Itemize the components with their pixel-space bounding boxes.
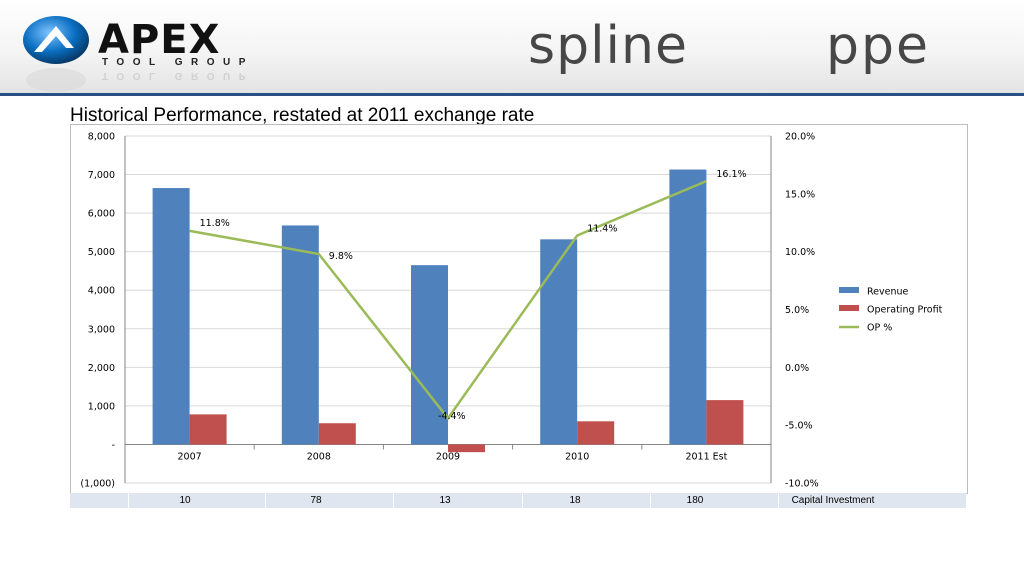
y2-tick-label: -10.0% bbox=[785, 479, 819, 490]
capex-value: 13 bbox=[439, 495, 451, 506]
operating-profit-bar bbox=[706, 400, 744, 445]
y-tick-label: - bbox=[112, 440, 115, 451]
operating-profit-bar bbox=[189, 414, 227, 445]
y2-tick-label: 0.0% bbox=[785, 363, 809, 374]
legend-swatch bbox=[839, 287, 859, 293]
revenue-bar bbox=[411, 265, 448, 445]
revenue-bar bbox=[152, 188, 190, 445]
x-tick-label: 2008 bbox=[307, 451, 331, 462]
ppe-logo: ppe bbox=[826, 16, 931, 76]
y2-tick-label: 20.0% bbox=[785, 132, 815, 143]
op-pct-data-label: 11.4% bbox=[587, 223, 617, 234]
y2-tick-label: 5.0% bbox=[785, 305, 809, 316]
capex-label: Capital Investment bbox=[791, 495, 875, 506]
y-tick-label: 2,000 bbox=[88, 363, 115, 374]
legend-label: Operating Profit bbox=[867, 305, 943, 316]
capex-value: 10 bbox=[179, 495, 191, 506]
capex-separator bbox=[778, 493, 779, 508]
capital-investment-row: 10 78 13 18 180 Capital Investment bbox=[70, 493, 966, 508]
capex-separator bbox=[265, 493, 266, 508]
legend-swatch bbox=[839, 305, 859, 311]
apex-logo-text: APEX bbox=[98, 17, 221, 63]
y-tick-label: 6,000 bbox=[88, 209, 115, 220]
y-tick-label: 4,000 bbox=[88, 286, 115, 297]
y-tick-label: 5,000 bbox=[88, 247, 115, 258]
op-pct-data-label: -4.4% bbox=[438, 411, 466, 422]
legend-label: OP % bbox=[867, 323, 892, 334]
revenue-bar bbox=[281, 225, 319, 445]
op-pct-data-label: 11.8% bbox=[200, 218, 230, 229]
capex-separator bbox=[650, 493, 651, 508]
x-tick-label: 2011 Est bbox=[685, 451, 727, 462]
legend-label: Revenue bbox=[867, 287, 909, 298]
y-tick-label: 1,000 bbox=[88, 401, 115, 412]
y-tick-label: 8,000 bbox=[88, 132, 115, 143]
performance-chart: (1,000) - 1,000 2,000 3,000 4,000 5,000 6,000 7,… bbox=[80, 132, 943, 490]
capex-separator bbox=[522, 493, 523, 508]
y-tick-label: 7,000 bbox=[88, 170, 115, 181]
op-pct-data-label: 16.1% bbox=[716, 169, 746, 180]
y-tick-label: (1,000) bbox=[80, 479, 115, 490]
apex-logo-reflection: TOOL GROUP bbox=[102, 70, 254, 81]
operating-profit-bar bbox=[577, 421, 615, 445]
apex-logo-subtitle: TOOL GROUP bbox=[102, 57, 254, 68]
y2-tick-label: -5.0% bbox=[785, 421, 813, 432]
y2-tick-label: 15.0% bbox=[785, 189, 815, 200]
apex-logo-icon bbox=[23, 16, 89, 92]
header-rule bbox=[0, 93, 1024, 96]
capex-value: 78 bbox=[310, 495, 322, 506]
revenue-bar bbox=[540, 239, 578, 445]
capex-value: 180 bbox=[686, 495, 704, 506]
x-tick-label: 2007 bbox=[178, 451, 202, 462]
op-pct-line bbox=[189, 179, 707, 421]
spline-logo: spline bbox=[528, 16, 688, 76]
y-tick-label: 3,000 bbox=[88, 324, 115, 335]
x-tick-label: 2010 bbox=[565, 451, 589, 462]
operating-profit-bar bbox=[448, 444, 485, 453]
x-tick-label: 2009 bbox=[436, 451, 460, 462]
y2-tick-label: 10.0% bbox=[785, 247, 815, 258]
capex-separator bbox=[393, 493, 394, 508]
capex-value: 18 bbox=[569, 495, 581, 506]
revenue-bar bbox=[669, 169, 707, 445]
header-banner: APEX TOOL GROUP TOOL GROUP spline ppe bbox=[0, 0, 1024, 96]
chart-container: (1,000) - 1,000 2,000 3,000 4,000 5,000 6,000 7,… bbox=[70, 124, 968, 494]
capex-separator bbox=[128, 493, 129, 508]
page-title: Historical Performance, restated at 2011… bbox=[70, 105, 535, 126]
op-pct-data-label: 9.8% bbox=[329, 251, 353, 262]
operating-profit-bar bbox=[318, 423, 356, 445]
